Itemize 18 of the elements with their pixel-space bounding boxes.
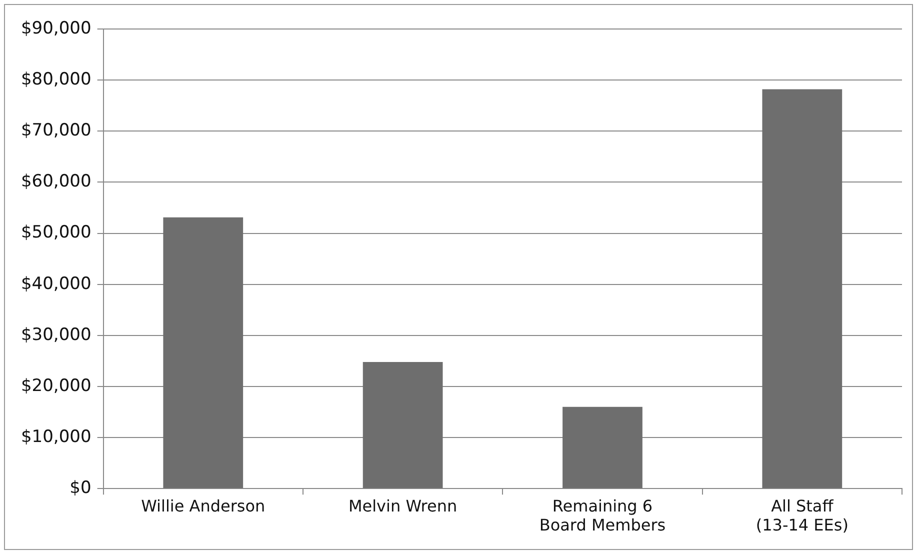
y-tick-label: $80,000 <box>20 69 92 90</box>
x-tick-label: Remaining 6 Board Members <box>539 496 666 535</box>
x-tick-label: All Staff (13-14 EEs) <box>756 496 848 535</box>
y-tick-label: $90,000 <box>20 18 92 38</box>
bar <box>362 362 443 488</box>
x-tick-label: Willie Anderson <box>141 496 266 516</box>
y-tick-label: $50,000 <box>20 222 92 243</box>
y-tick-label: $60,000 <box>20 172 92 192</box>
y-tick-label: $10,000 <box>20 426 92 447</box>
y-tick-label: $70,000 <box>20 120 92 141</box>
y-tick-label: $30,000 <box>20 324 92 345</box>
y-tick-label: $0 <box>70 478 92 498</box>
y-tick-label: $40,000 <box>20 274 92 294</box>
x-tick-label: Melvin Wrenn <box>348 496 458 516</box>
y-tick-label: $20,000 <box>20 376 92 396</box>
bar <box>562 406 642 488</box>
bar <box>762 89 842 488</box>
bar <box>163 217 244 488</box>
